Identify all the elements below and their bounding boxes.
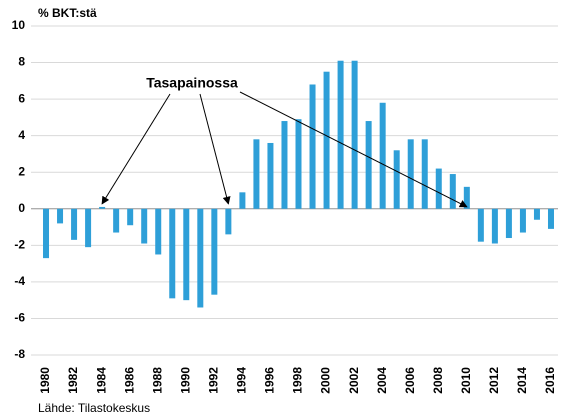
bar	[323, 71, 330, 209]
unit-label: % BKT:stä	[38, 6, 97, 20]
y-tick-label: 6	[18, 91, 25, 105]
x-tick-label: 2008	[431, 367, 445, 394]
annotation-arrow	[199, 93, 231, 205]
bar	[127, 208, 134, 226]
bar	[449, 174, 456, 209]
x-tick-label: 2000	[319, 367, 333, 394]
x-tick-label: 2016	[543, 367, 557, 394]
bar	[169, 208, 176, 299]
bar	[393, 150, 400, 209]
x-tick-label: 2012	[487, 367, 501, 394]
bar	[211, 208, 218, 295]
x-tick-label: 1988	[150, 367, 164, 394]
bar	[365, 121, 372, 209]
y-tick-label: 10	[12, 18, 26, 32]
y-tick-label: -2	[14, 238, 25, 252]
annotation: Tasapainossa	[146, 75, 238, 91]
bar	[379, 102, 386, 209]
x-tick-label: 2004	[375, 367, 389, 394]
bar	[239, 192, 246, 209]
y-tick-label: 0	[18, 201, 25, 215]
bar	[183, 208, 190, 301]
bar	[57, 208, 64, 224]
bar	[407, 139, 414, 209]
y-tick-label: 2	[18, 164, 25, 178]
x-tick-label: 1986	[122, 367, 136, 394]
y-tick-label: -4	[14, 274, 25, 288]
source: Lähde: Tilastokeskus	[38, 401, 150, 415]
bar	[99, 206, 106, 209]
x-tick-label: 1992	[207, 367, 221, 394]
bar	[71, 208, 78, 240]
x-tick-label: 1984	[94, 367, 108, 394]
bar	[435, 168, 442, 209]
bar	[337, 60, 344, 209]
bar	[155, 208, 162, 255]
x-tick-label: 2014	[515, 367, 529, 394]
bar	[547, 208, 554, 229]
bar	[253, 139, 260, 209]
bar	[351, 60, 358, 209]
bar	[197, 208, 204, 308]
x-tick-label: 1996	[263, 367, 277, 394]
bar	[295, 119, 302, 209]
bar	[267, 142, 274, 209]
bar	[309, 84, 316, 209]
x-tick-label: 1994	[235, 367, 249, 394]
bar	[225, 208, 232, 235]
y-tick-label: 4	[18, 128, 25, 142]
bar	[519, 208, 526, 233]
x-tick-label: 1990	[178, 367, 192, 394]
bar	[491, 208, 498, 244]
bar	[113, 208, 120, 233]
x-tick-label: 2006	[403, 367, 417, 394]
x-tick-label: 2002	[347, 367, 361, 394]
bar	[85, 208, 92, 248]
annotation-arrow	[101, 93, 171, 205]
x-tick-label: 1998	[291, 367, 305, 394]
x-tick-label: 2010	[459, 367, 473, 394]
annotation-arrow	[239, 91, 468, 208]
bar	[505, 208, 512, 239]
x-tick-label: 1980	[38, 367, 52, 394]
x-tick-label: 1982	[66, 367, 80, 394]
bar	[477, 208, 484, 242]
y-tick-label: -6	[14, 311, 25, 325]
y-tick-label: 8	[18, 55, 25, 69]
bar	[533, 208, 540, 220]
bar	[421, 139, 428, 209]
bar	[43, 208, 50, 259]
y-tick-label: -8	[14, 347, 25, 361]
bar	[141, 208, 148, 244]
bar	[281, 121, 288, 209]
bar	[463, 186, 470, 209]
